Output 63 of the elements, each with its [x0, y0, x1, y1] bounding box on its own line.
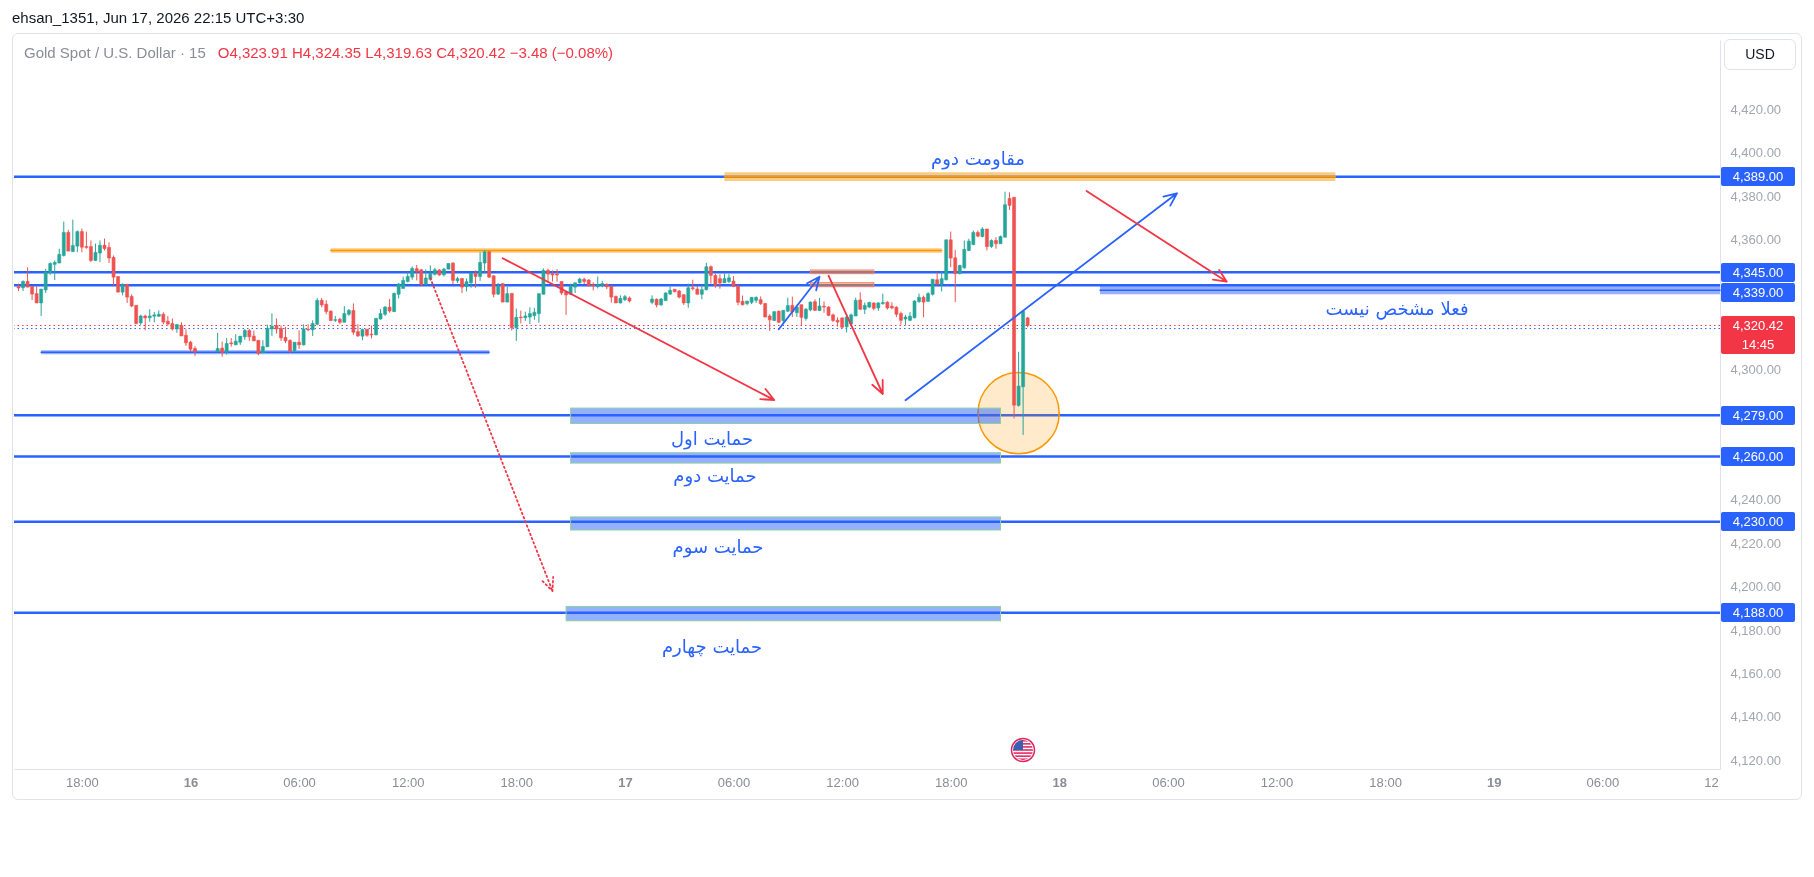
- candlestick: [686, 283, 691, 309]
- candlestick: [704, 262, 709, 291]
- candlestick: [297, 329, 301, 350]
- annotation: حمایت سوم: [672, 535, 764, 559]
- ref-line-label: 4,389.00: [1721, 167, 1795, 187]
- y-tick-label: 4,420.00: [1730, 101, 1782, 117]
- x-tick-label: 18:00: [66, 774, 99, 790]
- y-tick-label: 4,300.00: [1730, 362, 1782, 378]
- y-tick-label: 4,120.00: [1730, 752, 1782, 768]
- x-tick-label: 17: [618, 774, 633, 790]
- annotation: مقاومت دوم: [931, 147, 1025, 171]
- ref-line-label: 4,279.00: [1721, 405, 1795, 425]
- y-tick-label: 4,140.00: [1730, 709, 1782, 725]
- candlestick: [985, 228, 989, 251]
- candlestick: [306, 323, 310, 332]
- candlestick: [514, 308, 519, 342]
- ref-line-label: 4,339.00: [1721, 282, 1795, 302]
- chart-title: Gold Spot / U.S. Dollar · 15: [24, 44, 206, 61]
- y-tick-label: 4,160.00: [1730, 666, 1782, 682]
- y-tick-label: 4,380.00: [1730, 188, 1782, 204]
- x-tick-label: 12:00: [826, 774, 859, 790]
- candlestick: [935, 271, 939, 285]
- text: ehsan_1351, Jun 17, 2026 22:15 UTC+3:30: [12, 8, 305, 28]
- x-tick-label: 18:00: [934, 774, 968, 790]
- y-tick-label: 4,220.00: [1730, 535, 1782, 551]
- annotation: حمایت اول: [670, 427, 754, 451]
- y-tick-label: 4,200.00: [1730, 579, 1782, 595]
- y-tick-label: 4,240.00: [1730, 492, 1782, 508]
- candlestick: [994, 236, 998, 250]
- annotation: حمایت چهارم: [661, 635, 763, 659]
- ref-line-label: 4,188.00: [1721, 603, 1795, 623]
- candlestick: [921, 295, 926, 318]
- y-axis-title: USD: [1724, 39, 1796, 70]
- x-tick-label: 12:00: [391, 774, 425, 790]
- x-tick-label: 06:00: [283, 774, 316, 790]
- candlestick: [215, 332, 220, 353]
- y-tick-label: 4,360.00: [1730, 232, 1782, 248]
- candlestick: [66, 229, 71, 252]
- candlestick: [500, 282, 505, 303]
- x-tick-label: 18:00: [500, 774, 534, 790]
- candlestick: [962, 239, 967, 270]
- annotation: فعلا مشخص نیست: [1325, 297, 1469, 321]
- y-tick-label: 4,180.00: [1730, 622, 1782, 638]
- y-tick-label: 4,400.00: [1730, 145, 1782, 161]
- ref-line-label: 4,320.42 14:45: [1721, 315, 1795, 354]
- chart-subtitle: O4,323.91 H4,324.35 L4,319.63 C4,320.42 −3.48 (−0.08%): [217, 44, 614, 61]
- ref-line-label: 4,260.00: [1721, 447, 1795, 467]
- ref-line-label: 4,345.00: [1721, 262, 1795, 282]
- x-tick-label: 06:00: [1586, 774, 1620, 790]
- candlestick: [351, 302, 356, 336]
- x-tick-label: 06:00: [1152, 774, 1185, 790]
- x-tick-label: 12: [1704, 774, 1719, 790]
- annotation: حمایت دوم: [673, 464, 757, 488]
- x-tick-label: 19: [1487, 774, 1502, 790]
- candlestick: [451, 261, 455, 285]
- x-tick-label: 16: [183, 774, 199, 790]
- x-tick-label: 06:00: [717, 774, 751, 790]
- x-tick-label: 18: [1052, 774, 1068, 790]
- candlestick: [75, 229, 80, 253]
- candlestick: [799, 304, 804, 327]
- x-tick-label: 12:00: [1260, 774, 1294, 790]
- x-tick-label: 18:00: [1369, 774, 1402, 790]
- ref-line-label: 4,230.00: [1721, 512, 1795, 532]
